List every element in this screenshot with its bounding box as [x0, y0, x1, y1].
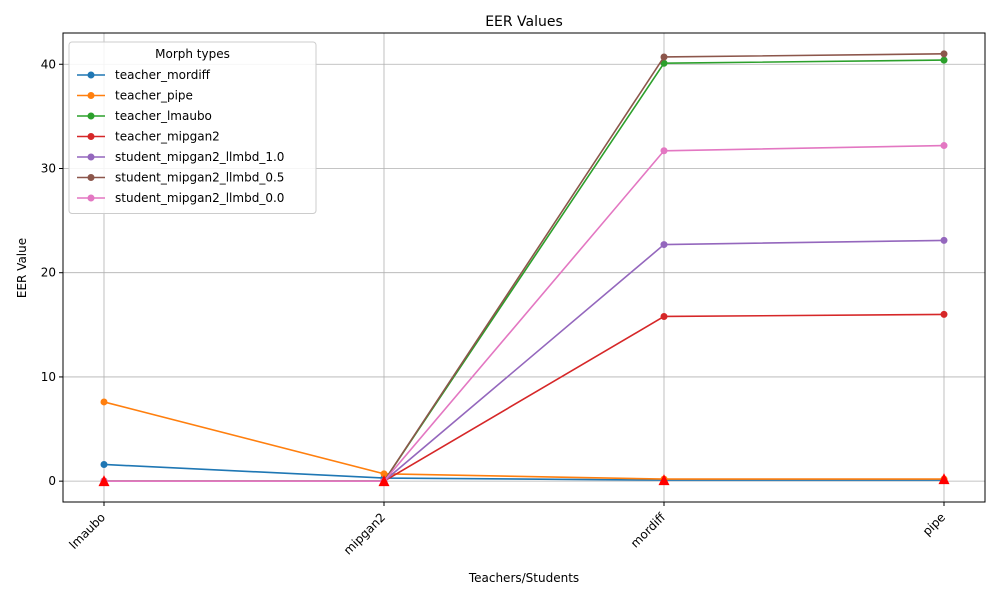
legend-marker-swatch	[87, 194, 95, 202]
y-axis-label: EER Value	[15, 238, 29, 298]
data-point	[660, 59, 668, 67]
plot-frame	[62, 32, 986, 503]
data-point	[940, 56, 948, 64]
legend-item: teacher_mipgan2	[77, 130, 220, 144]
y-axis-ticks: 0 10 20 30 40	[41, 57, 63, 488]
data-point	[660, 312, 668, 320]
legend-item: student_mipgan2_llmbd_1.0	[77, 150, 284, 164]
legend-box	[68, 41, 317, 214]
legend-item: teacher_mordiff	[77, 68, 211, 82]
highlight-triangle-marker	[658, 474, 670, 486]
y-tick-label: 20	[41, 266, 56, 280]
series-line	[103, 463, 944, 481]
data-point	[660, 147, 668, 155]
legend-marker-swatch	[87, 133, 95, 140]
series-line	[103, 401, 944, 480]
legend-label: teacher_pipe	[115, 89, 193, 103]
legend-item: teacher_pipe	[77, 89, 193, 103]
legend-marker-swatch	[87, 112, 95, 120]
chart-title: EER Values	[485, 14, 563, 30]
data-point	[940, 142, 948, 150]
legend-title: Morph types	[155, 47, 230, 61]
legend-label: student_mipgan2_llmbd_1.0	[115, 150, 284, 164]
series-layer	[100, 50, 948, 485]
y-tick-label: 10	[41, 370, 56, 384]
legend-item: student_mipgan2_llmbd_0.5	[77, 171, 284, 185]
legend-label: student_mipgan2_llmbd_0.5	[115, 171, 284, 185]
legend-label: teacher_lmaubo	[115, 109, 212, 123]
highlight-triangle-marker	[98, 475, 110, 487]
data-point	[940, 50, 948, 58]
data-point	[380, 470, 388, 478]
legend-item: teacher_lmaubo	[77, 109, 212, 123]
series-line	[104, 144, 945, 482]
legend-marker-swatch	[87, 174, 95, 181]
legend: Morph types teacher_mordiff teacher_pipete…	[68, 41, 317, 214]
data-point	[940, 310, 948, 318]
highlight-triangle-marker	[378, 475, 390, 487]
y-tick-label: 40	[41, 57, 56, 71]
legend-label: student_mipgan2_llmbd_0.0	[115, 191, 284, 205]
y-tick-label: 30	[41, 161, 56, 175]
data-point	[100, 460, 108, 468]
y-tick-label: 0	[48, 474, 56, 488]
highlight-marker-layer	[98, 473, 950, 487]
legend-marker-swatch	[87, 92, 95, 99]
x-axis-label: Teachers/Students	[468, 571, 579, 585]
data-point	[940, 236, 948, 244]
data-point	[660, 241, 668, 249]
legend-marker-swatch	[87, 71, 95, 79]
legend-item: student_mipgan2_llmbd_0.0	[77, 191, 284, 205]
data-point	[100, 398, 108, 406]
highlight-triangle-marker	[938, 473, 950, 485]
legend-marker-swatch	[87, 153, 95, 161]
data-point	[660, 53, 668, 61]
legend-label: teacher_mipgan2	[115, 130, 220, 144]
legend-label: teacher_mordiff	[115, 68, 211, 82]
